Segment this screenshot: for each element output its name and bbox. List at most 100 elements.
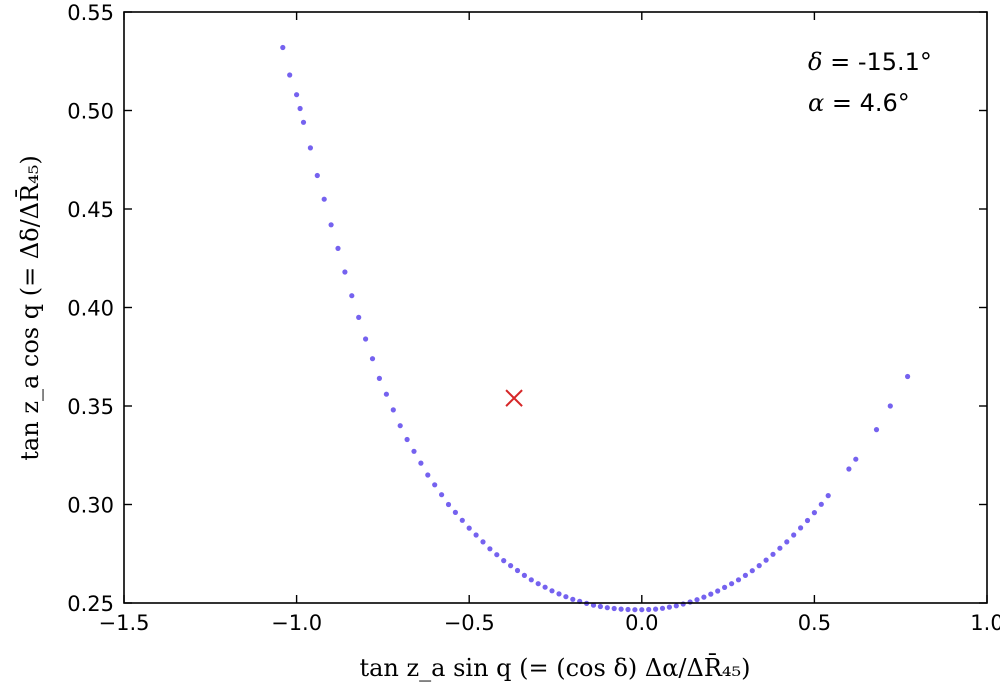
data-point: [687, 599, 693, 605]
data-point: [804, 517, 811, 524]
marked-point: [505, 389, 523, 407]
x-tick-label: 0.0: [625, 611, 658, 635]
data-point: [335, 245, 341, 251]
data-point: [452, 509, 458, 515]
x-tick-label: −0.5: [444, 611, 495, 635]
data-point: [300, 119, 307, 125]
x-tick-label: −1.0: [271, 611, 322, 635]
annotation-delta-symbol: δ: [808, 48, 822, 76]
x-axis-label: tan z_a sin q (= (cos δ) Δα/ΔR̄₄₅): [359, 654, 750, 682]
annotation-alpha-symbol: α: [808, 89, 824, 117]
data-point: [653, 606, 659, 612]
data-point: [363, 336, 369, 342]
data-point: [659, 605, 666, 611]
data-point: [307, 145, 313, 151]
data-point: [411, 448, 417, 454]
data-point: [556, 591, 562, 597]
data-point: [811, 509, 818, 516]
data-point: [763, 557, 769, 563]
data-point: [494, 552, 500, 558]
data-point: [466, 525, 472, 531]
data-point: [853, 456, 859, 462]
data-point: [432, 482, 438, 488]
data-point: [818, 501, 824, 507]
data-point: [742, 572, 749, 579]
data-point: [294, 92, 300, 98]
data-point: [473, 532, 479, 538]
data-point: [673, 603, 679, 609]
x-tick-label: 1.0: [970, 611, 1000, 635]
data-point: [887, 403, 893, 409]
data-point: [632, 607, 638, 613]
data-point: [480, 539, 486, 545]
data-point: [597, 603, 604, 610]
annotation-alpha-value: = 4.6°: [824, 89, 910, 117]
data-point: [625, 606, 631, 613]
data-point: [501, 558, 507, 564]
data-point: [328, 222, 334, 228]
data-point: [425, 472, 431, 478]
data-point: [666, 604, 673, 610]
data-point: [535, 581, 541, 587]
data-point: [846, 466, 852, 472]
data-point: [770, 551, 776, 557]
data-point: [694, 597, 700, 603]
data-point: [342, 269, 348, 275]
data-point: [349, 293, 355, 299]
data-point: [563, 594, 569, 600]
data-point: [287, 72, 293, 78]
data-point: [404, 436, 410, 443]
data-point: [777, 545, 783, 551]
data-point: [701, 594, 707, 600]
y-tick-label: 0.35: [67, 395, 114, 419]
data-point: [321, 196, 327, 202]
y-tick-label: 0.40: [67, 297, 114, 321]
data-point: [590, 602, 597, 608]
y-axis-ticks: 0.25 0.30 0.35 0.40 0.45 0.50 0.55: [67, 1, 987, 616]
data-point: [798, 525, 804, 531]
data-point: [905, 373, 911, 380]
marked-point-stroke: [505, 389, 523, 407]
annotation-alpha: α = 4.6°: [808, 89, 910, 117]
data-point: [791, 532, 797, 538]
data-point: [549, 588, 555, 594]
x-axis-ticks: −1.5 −1.0 −0.5 0.0 0.5 1.0: [99, 12, 1000, 635]
data-point: [528, 577, 534, 583]
data-point: [314, 172, 320, 179]
data-point: [508, 563, 514, 569]
y-tick-label: 0.30: [67, 494, 114, 518]
data-point: [722, 584, 728, 591]
annotation-delta: δ = -15.1°: [808, 48, 932, 76]
annotation-delta-value: = -15.1°: [822, 48, 931, 76]
y-tick-label: 0.25: [67, 592, 114, 616]
y-axis-label: tan z_a cos q (= Δδ/ΔR̄₄₅): [16, 155, 44, 460]
data-point: [611, 605, 617, 612]
data-point: [646, 606, 652, 613]
data-point: [708, 591, 714, 597]
y-tick-label: 0.55: [67, 1, 114, 25]
data-point: [514, 567, 521, 574]
data-point: [356, 314, 362, 320]
data-point: [825, 493, 831, 499]
data-point: [873, 427, 880, 433]
data-point: [418, 460, 424, 466]
data-point: [280, 44, 286, 51]
data-point: [297, 105, 303, 112]
data-point: [397, 423, 403, 429]
data-point: [383, 391, 389, 397]
data-point: [756, 563, 762, 569]
data-point: [680, 601, 686, 607]
data-point: [487, 546, 493, 552]
x-tick-label: −1.5: [99, 611, 150, 635]
data-point: [445, 501, 452, 508]
data-point: [618, 606, 624, 612]
y-tick-label: 0.50: [67, 100, 114, 124]
x-tick-label: 0.5: [798, 611, 831, 635]
y-tick-label: 0.45: [67, 198, 114, 222]
data-point: [542, 584, 548, 590]
data-points: [280, 44, 911, 613]
data-point: [376, 375, 382, 381]
data-point: [715, 588, 721, 594]
data-point: [570, 596, 576, 602]
data-point: [735, 577, 742, 583]
